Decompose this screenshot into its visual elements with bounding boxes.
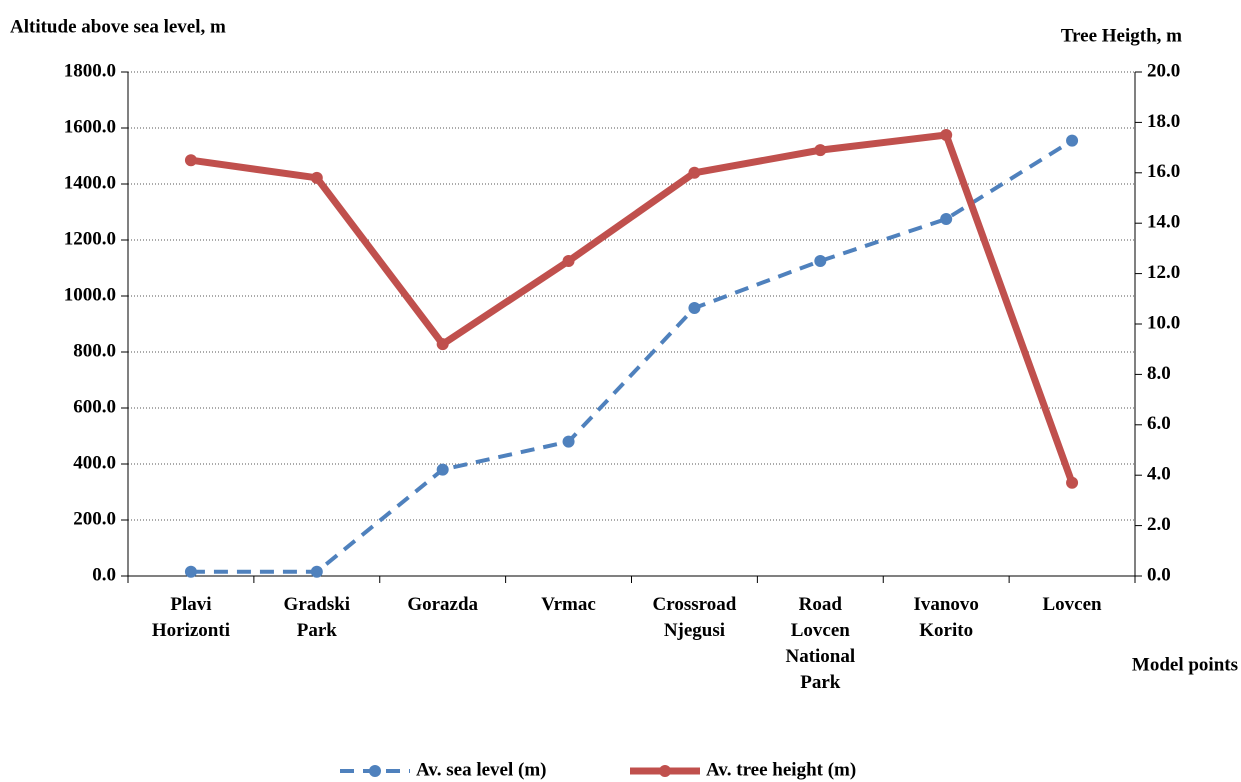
y-tick-label: 1400.0	[64, 172, 116, 193]
y2-tick-label: 8.0	[1147, 363, 1171, 384]
y-tick-label: 1600.0	[64, 116, 116, 137]
point	[1066, 476, 1079, 489]
x-tick-label: Crossroad Njegusi	[653, 594, 737, 641]
y2-axis-title: Tree Heigth, m	[1061, 25, 1182, 46]
point	[940, 129, 953, 141]
series-line	[190, 138, 1074, 574]
y-tick-label: 600.0	[73, 396, 116, 417]
y2-tick-label: 16.0	[1147, 161, 1180, 182]
point	[814, 255, 827, 267]
y2-tick-label: 20.0	[1147, 60, 1180, 81]
y2-tick-label: 4.0	[1147, 464, 1171, 485]
legend-label: Av. sea level (m)	[416, 759, 547, 780]
point	[688, 166, 701, 179]
y-tick-label: 800.0	[73, 340, 116, 361]
y-tick-label: 1800.0	[64, 60, 116, 81]
legend-label: Av. tree height (m)	[706, 759, 856, 780]
x-tick-label: Gorazda	[407, 594, 478, 615]
y2-tick-label: 12.0	[1147, 262, 1180, 283]
x-tick-label: Gradski Park	[284, 594, 351, 641]
y2-tick-label: 0.0	[1147, 564, 1171, 585]
y-tick-label: 200.0	[73, 508, 116, 529]
point	[1066, 134, 1079, 147]
y2-tick-label: 14.0	[1147, 212, 1180, 233]
point	[940, 213, 953, 225]
point	[436, 463, 449, 476]
x-tick-label: Road Lovcen National Park	[785, 594, 855, 693]
y-tick-label: 400.0	[73, 452, 116, 473]
y-tick-label: 1200.0	[64, 228, 116, 249]
point	[310, 565, 323, 578]
x-tick-label: Plavi Horizonti	[152, 594, 230, 641]
y-axis-title: Altitude above sea level, m	[10, 16, 226, 37]
y-tick-label: 1000.0	[64, 284, 116, 305]
point	[436, 338, 449, 351]
x-tick-label: Vrmac	[541, 594, 596, 615]
point	[562, 435, 575, 448]
y2-tick-label: 2.0	[1147, 514, 1171, 535]
legend-marker	[369, 765, 381, 777]
y-tick-label: 0.0	[92, 564, 116, 585]
point	[688, 302, 701, 315]
y2-tick-label: 10.0	[1147, 312, 1180, 333]
point	[562, 255, 575, 267]
y2-tick-label: 18.0	[1147, 111, 1180, 132]
x-tick-label: Ivanovo Korito	[913, 594, 978, 641]
y2-tick-label: 6.0	[1147, 413, 1171, 434]
point	[184, 154, 197, 167]
x-axis-title: Model points	[1132, 654, 1238, 675]
series-line	[190, 131, 1076, 484]
legend-marker	[659, 765, 671, 777]
point	[310, 171, 323, 184]
point	[814, 144, 827, 157]
point	[184, 565, 197, 578]
x-tick-label: Lovcen	[1043, 594, 1103, 615]
